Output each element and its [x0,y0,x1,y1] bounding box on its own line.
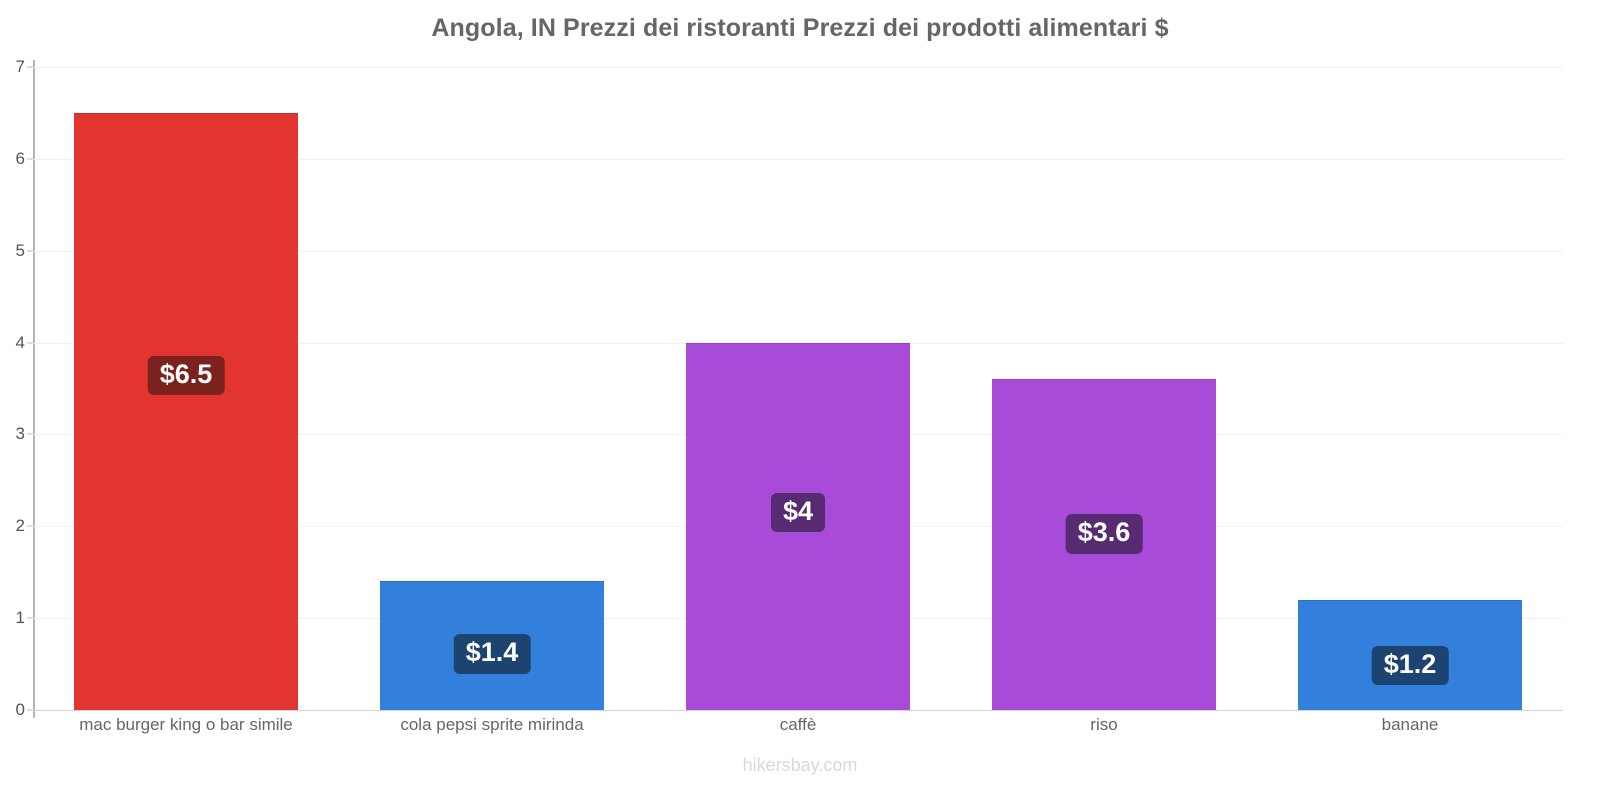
y-axis-tick-label: 1 [15,608,25,628]
watermark-label: hikersbay.com [742,755,858,775]
bar-value-label: $3.6 [1065,514,1143,554]
gridline [33,67,1563,68]
bar[interactable]: $4 [686,342,910,710]
y-axis-tick-label: 4 [15,332,25,352]
bar-value-label: $4 [770,492,826,533]
y-axis-tick-label: 6 [15,148,25,168]
gridline [33,158,1563,160]
bar-value-label: $1.4 [453,634,531,674]
y-axis-line [33,60,35,718]
plot-area: $6.5 $1.4 $4 $3.6 $1.2 [33,67,1563,711]
y-axis-tick-mark [27,433,34,435]
y-axis-tick-mark [27,250,34,252]
chart-title: Angola, IN Prezzi dei ristoranti Prezzi … [431,14,1169,42]
y-axis-tick-mark [27,525,34,527]
y-axis-tick-label: 2 [15,516,25,536]
y-axis-tick-mark [27,158,34,160]
x-axis-tick-label: mac burger king o bar simile [79,715,293,734]
y-axis-tick-label: 3 [15,424,25,444]
y-axis-tick-mark [27,342,34,344]
y-axis-tick-mark [27,617,34,619]
bar[interactable]: $6.5 [74,112,298,710]
bar[interactable]: $3.6 [992,379,1216,710]
bar-value-label: $6.5 [147,355,225,396]
x-axis-tick-label: caffè [779,715,817,734]
x-axis-tick-label: riso [1090,715,1118,734]
y-axis-tick-mark [27,66,34,68]
y-axis-tick-label: 0 [15,700,25,719]
bar[interactable]: $1.4 [380,581,604,710]
y-axis-tick-label: 5 [15,240,25,260]
x-axis-line [33,710,1563,711]
y-axis-tick-mark [27,709,34,711]
x-axis-tick-label: banane [1381,715,1439,734]
bar-value-label: $1.2 [1371,645,1449,686]
y-axis-tick-label: 7 [15,57,25,76]
gridline [33,250,1563,252]
x-axis-tick-label: cola pepsi sprite mirinda [400,715,584,734]
bar[interactable]: $1.2 [1298,599,1522,710]
